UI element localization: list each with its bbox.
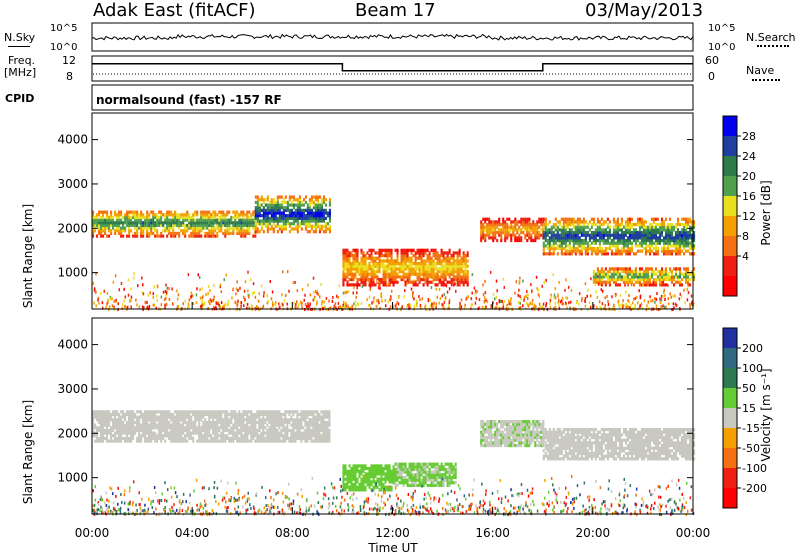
colorbar-segment — [723, 348, 737, 369]
power-panel — [91, 112, 696, 312]
sky-tick-top-right: 10^5 — [708, 23, 735, 34]
colorbar-tick-label: 16 — [742, 190, 756, 203]
freq-tick-bottom: 8 — [66, 70, 73, 83]
colorbar-tick-label: -100 — [742, 462, 767, 475]
power-band-0 — [92, 210, 257, 238]
colorbar-segment — [723, 448, 737, 469]
colorbar-tick-label: -15 — [742, 422, 760, 435]
colorbar-segment — [723, 368, 737, 389]
colorbar-segment — [723, 256, 737, 277]
y-tick-label: 2000 — [57, 426, 88, 440]
colorbar-tick-label: 28 — [742, 130, 756, 143]
nave-legend-line — [752, 79, 780, 81]
colorbar-segment — [723, 328, 737, 349]
power-band-4 — [542, 217, 696, 256]
date-title: 03/May/2013 — [585, 0, 704, 21]
y-tick-label: 2000 — [57, 221, 88, 235]
colorbar-segment — [723, 468, 737, 489]
y-tick-label: 3000 — [57, 382, 88, 396]
x-tick-label: 16:00 — [475, 526, 510, 540]
velocity-colorbar: 200 100 50 15 -15 -50 -100 -200 — [722, 327, 767, 509]
y-tick-label: 4000 — [57, 338, 88, 352]
nsky-label: N.Sky — [4, 31, 36, 44]
colorbar-segment — [723, 236, 737, 257]
colorbar-tick-label: -200 — [742, 482, 767, 495]
x-tick-label: 00:00 — [676, 526, 711, 540]
power-ylabel: Slant Range [km] — [21, 204, 35, 308]
y-tick-label: 1000 — [57, 471, 88, 485]
colorbar-tick-label: 4 — [742, 250, 749, 263]
colorbar-tick-label: -50 — [742, 442, 760, 455]
x-tick-label: 20:00 — [576, 526, 611, 540]
colorbar-tick-label: 8 — [742, 230, 749, 243]
cpid-label: CPID — [5, 92, 35, 105]
velocity-band-4 — [542, 427, 696, 461]
nave-tick-top: 60 — [705, 54, 719, 67]
colorbar-segment — [723, 116, 737, 137]
y-tick-label: 1000 — [57, 266, 88, 280]
colorbar-tick-label: 12 — [742, 210, 756, 223]
station-title: Adak East (fitACF) — [93, 0, 256, 21]
x-tick-label: 00:00 — [75, 526, 110, 540]
velocity-band-2 — [392, 462, 457, 488]
x-tick-label: 04:00 — [175, 526, 210, 540]
velocity-band-3 — [480, 419, 545, 448]
y-tick-label: 3000 — [57, 177, 88, 191]
nsearch-legend-line — [757, 45, 789, 47]
cpid-panel — [91, 84, 694, 111]
colorbar-segment — [723, 156, 737, 177]
colorbar-segment — [723, 276, 737, 297]
sky-tick-top: 10^5 — [50, 23, 77, 34]
colorbar-tick-label: 200 — [742, 342, 763, 355]
nsearch-label: N.Search — [746, 31, 796, 44]
x-tick-label: 08:00 — [275, 526, 310, 540]
colorbar-tick-label: 20 — [742, 170, 756, 183]
y-tick-label: 4000 — [57, 133, 88, 147]
velocity-colorbar-label: Velocity [m s⁻¹] — [759, 368, 773, 461]
nsky-legend-line — [8, 46, 30, 47]
colorbar-tick-label: 24 — [742, 150, 756, 163]
colorbar-tick-label: 15 — [742, 402, 756, 415]
velocity-ylabel: Slant Range [km] — [21, 400, 35, 504]
colorbar-segment — [723, 196, 737, 217]
velocity-panel — [91, 317, 696, 517]
colorbar-segment — [723, 176, 737, 197]
freq-tick-top: 12 — [62, 54, 76, 67]
colorbar-segment — [723, 408, 737, 429]
power-band-2 — [342, 248, 469, 287]
colorbar-tick-label: 50 — [742, 382, 756, 395]
power-colorbar-label: Power [dB] — [759, 180, 773, 245]
beam-title: Beam 17 — [355, 0, 436, 21]
x-axis-label: Time UT — [367, 541, 418, 554]
velocity-band-1 — [342, 464, 393, 492]
colorbar-segment — [723, 216, 737, 237]
colorbar-segment — [723, 428, 737, 449]
power-band-1 — [254, 195, 331, 234]
colorbar-segment — [723, 388, 737, 409]
sky-tick-bottom-right: 10^0 — [708, 42, 735, 53]
colorbar-tick-label: 100 — [742, 362, 763, 375]
freq-nave-panel — [91, 55, 694, 82]
sky-tick-bottom: 10^0 — [50, 42, 77, 53]
cpid-text: normalsound (fast) -157 RF — [96, 93, 282, 107]
power-colorbar: 28 24 20 16 12 8 4 — [722, 115, 756, 297]
nave-label: Nave — [746, 64, 775, 77]
x-tick-label: 12:00 — [375, 526, 410, 540]
colorbar-segment — [723, 488, 737, 509]
freq-label: Freq. — [8, 54, 36, 67]
nave-tick-bottom: 0 — [708, 70, 715, 83]
power-band-5 — [592, 267, 696, 287]
freq-unit-label: [MHz] — [4, 66, 37, 79]
sky-search-panel — [91, 22, 694, 52]
colorbar-segment — [723, 136, 737, 157]
